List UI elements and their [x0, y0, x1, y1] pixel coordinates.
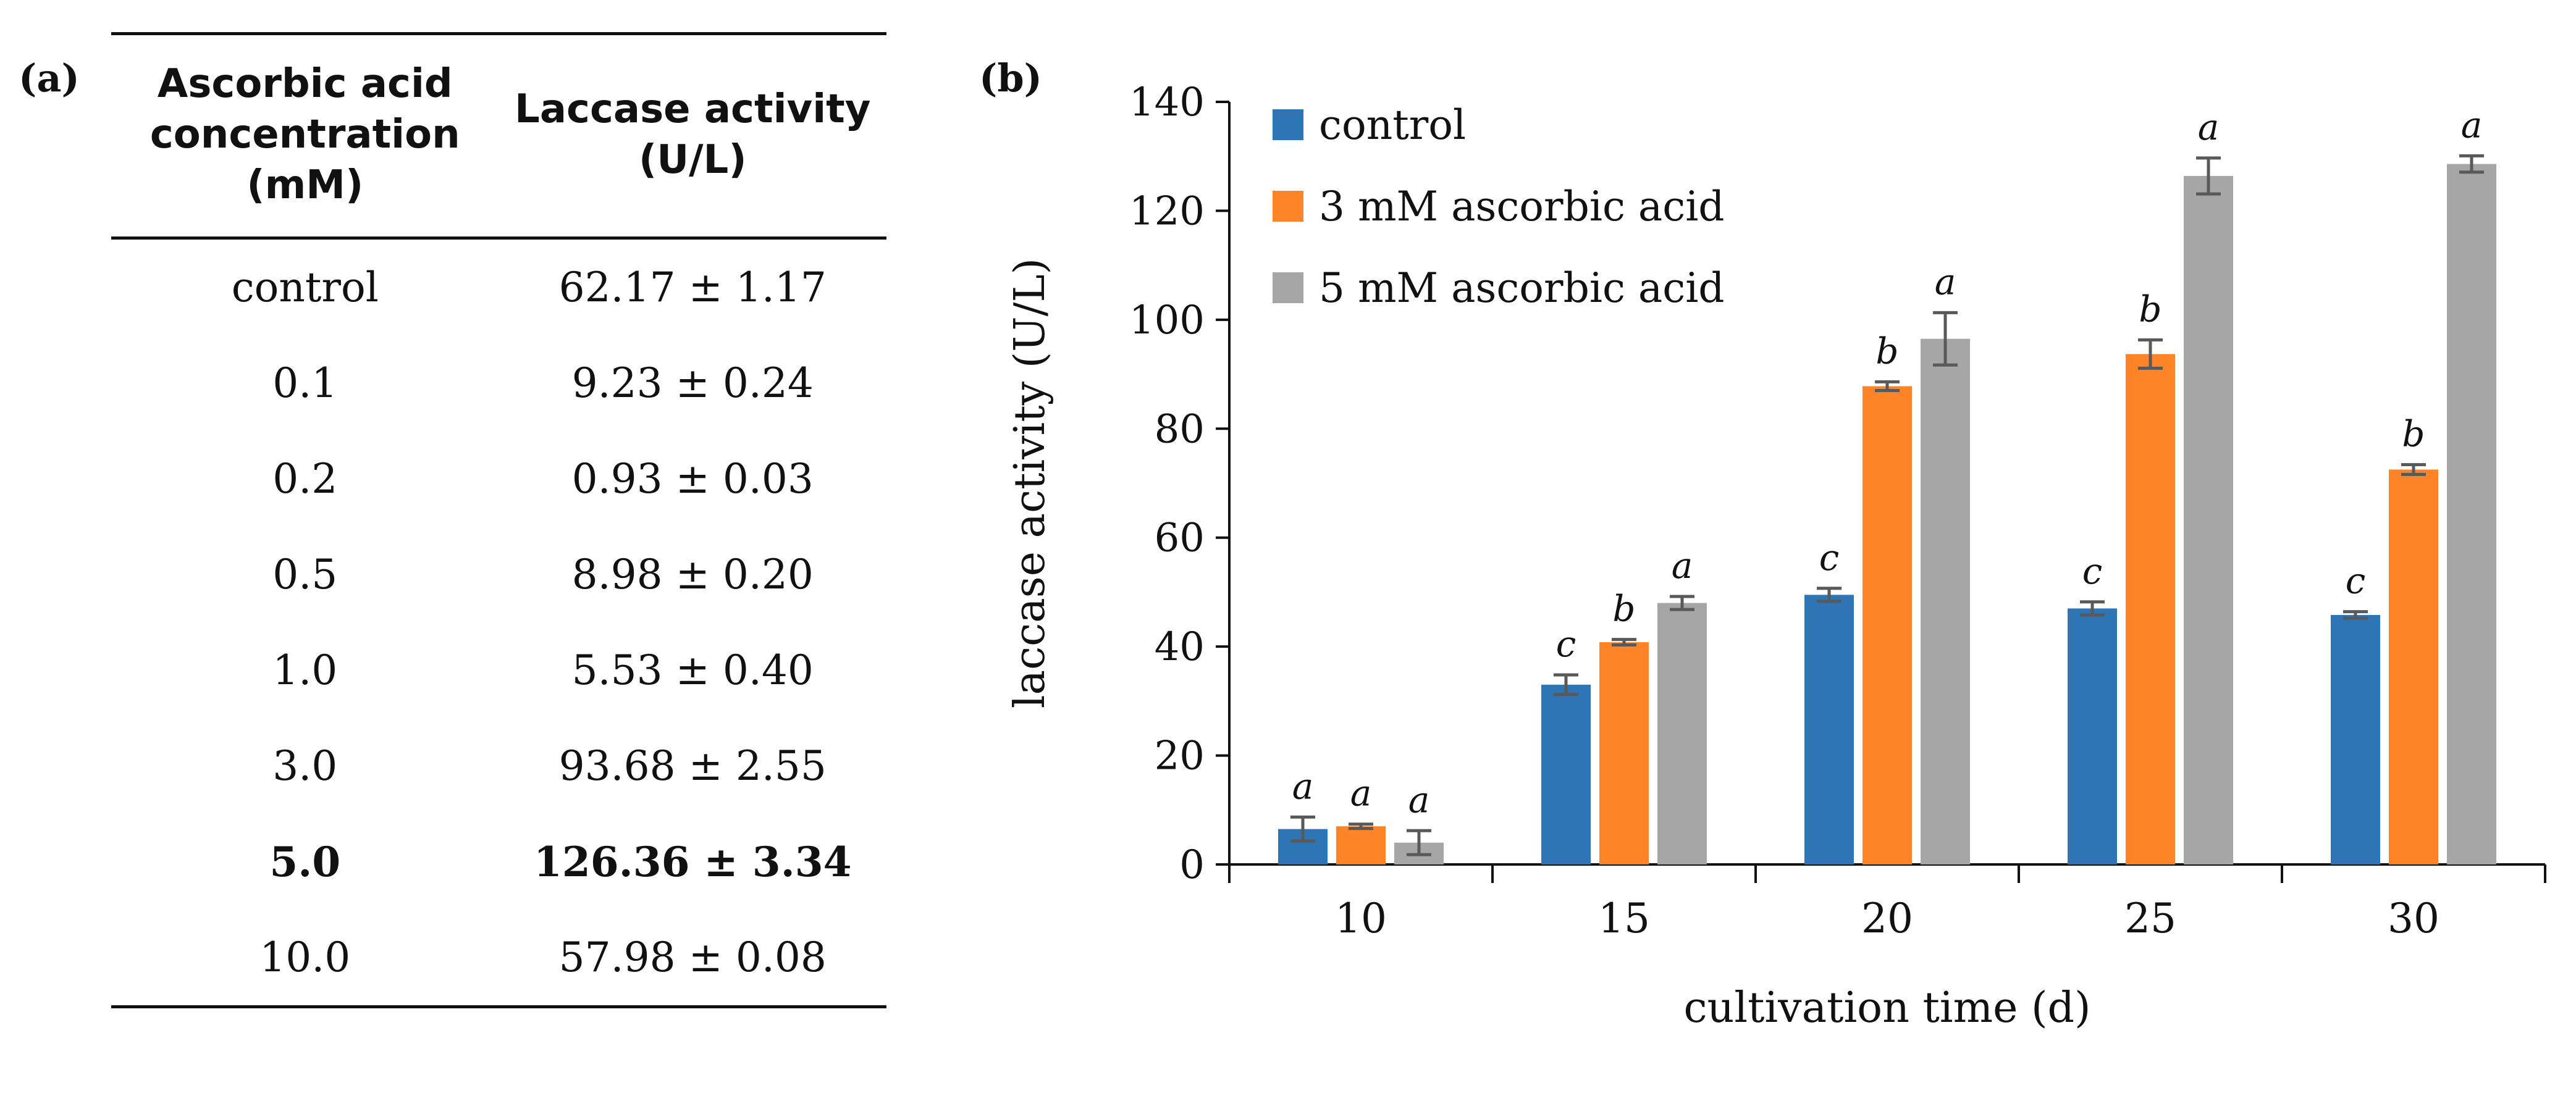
significance-letter: a — [1408, 779, 1430, 821]
cell-concentration: 10.0 — [259, 934, 351, 981]
y-tick-label: 140 — [1129, 80, 1205, 125]
y-tick-label: 100 — [1129, 298, 1205, 343]
significance-letter: c — [1819, 537, 1839, 579]
panel-a-label: (a) — [19, 56, 80, 101]
significance-letter: a — [1350, 772, 1372, 814]
legend-entry: 3 mM ascorbic acid — [1319, 183, 1725, 230]
table-row: 0.5 8.98 ± 0.20 — [111, 527, 886, 622]
y-tick-label: 80 — [1155, 406, 1205, 452]
cell-activity: 8.98 ± 0.20 — [571, 551, 814, 598]
y-tick-label: 120 — [1129, 188, 1205, 234]
bar-control — [2331, 614, 2380, 864]
x-tick-label: 20 — [1861, 895, 1913, 942]
significance-letter: b — [2402, 413, 2425, 455]
cell-activity: 126.36 ± 3.34 — [533, 837, 852, 886]
table-header-row: Ascorbic acid concentration (mM) Laccase… — [111, 33, 886, 238]
cell-activity: 5.53 ± 0.40 — [571, 646, 814, 694]
table-row: 5.0 126.36 ± 3.34 — [111, 814, 886, 910]
cell-concentration: control — [231, 264, 379, 311]
legend-swatch — [1273, 191, 1303, 222]
y-tick-label: 60 — [1155, 516, 1205, 561]
x-tick-label: 25 — [2124, 895, 2176, 942]
panel-b-label: (b) — [979, 56, 1043, 101]
table-row: 10.0 57.98 ± 0.08 — [111, 910, 886, 1007]
bar-5-mm-ascorbic-acid — [1657, 603, 1707, 864]
table-row: 0.2 0.93 ± 0.03 — [111, 431, 886, 527]
cell-activity: 0.93 ± 0.03 — [571, 455, 814, 503]
table-row: control 62.17 ± 1.17 — [111, 238, 886, 336]
cell-concentration: 0.5 — [272, 551, 338, 598]
legend-swatch — [1273, 272, 1303, 303]
significance-letter: a — [1292, 765, 1314, 807]
significance-letter: b — [1875, 330, 1898, 372]
bar-5-mm-ascorbic-acid — [2447, 164, 2496, 864]
cell-concentration: 3.0 — [272, 742, 338, 790]
bar-5-mm-ascorbic-acid — [1921, 338, 1970, 864]
x-tick-label: 15 — [1598, 895, 1650, 942]
cell-concentration: 1.0 — [272, 646, 338, 694]
significance-letter: a — [1672, 545, 1693, 587]
legend-entry: 5 mM ascorbic acid — [1319, 264, 1725, 312]
y-tick-label: 40 — [1155, 624, 1205, 670]
table-row: 0.1 9.23 ± 0.24 — [111, 335, 886, 431]
cell-activity: 62.17 ± 1.17 — [558, 264, 827, 311]
cell-activity: 57.98 ± 0.08 — [558, 934, 827, 981]
cell-concentration: 5.0 — [269, 837, 341, 886]
significance-letter: b — [2139, 288, 2161, 330]
header-activity: Laccase activity (U/L) — [515, 86, 871, 183]
y-tick-label: 20 — [1155, 734, 1205, 779]
bar-control — [2068, 608, 2117, 864]
significance-letter: c — [1556, 623, 1576, 665]
bar-3-mm-ascorbic-acid — [2389, 469, 2438, 864]
table-row: 3.0 93.68 ± 2.55 — [111, 718, 886, 814]
cell-activity: 9.23 ± 0.24 — [571, 359, 814, 407]
header-concentration: Ascorbic acid concentration (mM) — [149, 61, 460, 208]
significance-letter: c — [2082, 550, 2102, 592]
bar-3-mm-ascorbic-acid — [1336, 826, 1386, 864]
table-row: 1.0 5.53 ± 0.40 — [111, 622, 886, 718]
bar-control — [1541, 684, 1591, 864]
x-tick-label: 30 — [2388, 895, 2439, 942]
cell-concentration: 0.2 — [272, 455, 338, 503]
y-tick-label: 0 — [1179, 842, 1205, 888]
legend-swatch — [1273, 109, 1303, 140]
significance-letter: c — [2346, 560, 2365, 602]
significance-letter: a — [2198, 106, 2220, 148]
significance-letter: a — [2461, 104, 2483, 146]
y-axis-title: laccase activity (U/L) — [1006, 258, 1054, 708]
cell-concentration: 0.1 — [272, 359, 338, 407]
bar-control — [1804, 595, 1854, 864]
significance-letter: a — [1935, 261, 1956, 303]
bar-5-mm-ascorbic-acid — [2184, 175, 2233, 864]
bar-3-mm-ascorbic-acid — [1599, 642, 1649, 864]
significance-letter: b — [1612, 588, 1635, 630]
legend-entry: control — [1319, 101, 1466, 149]
x-tick-label: 10 — [1335, 895, 1387, 942]
laccase-activity-table: Ascorbic acid concentration (mM) Laccase… — [111, 32, 886, 1008]
cell-activity: 93.68 ± 2.55 — [558, 742, 827, 790]
bar-3-mm-ascorbic-acid — [2126, 354, 2175, 864]
bar-3-mm-ascorbic-acid — [1863, 386, 1912, 864]
x-axis-title: cultivation time (d) — [1683, 984, 2090, 1032]
